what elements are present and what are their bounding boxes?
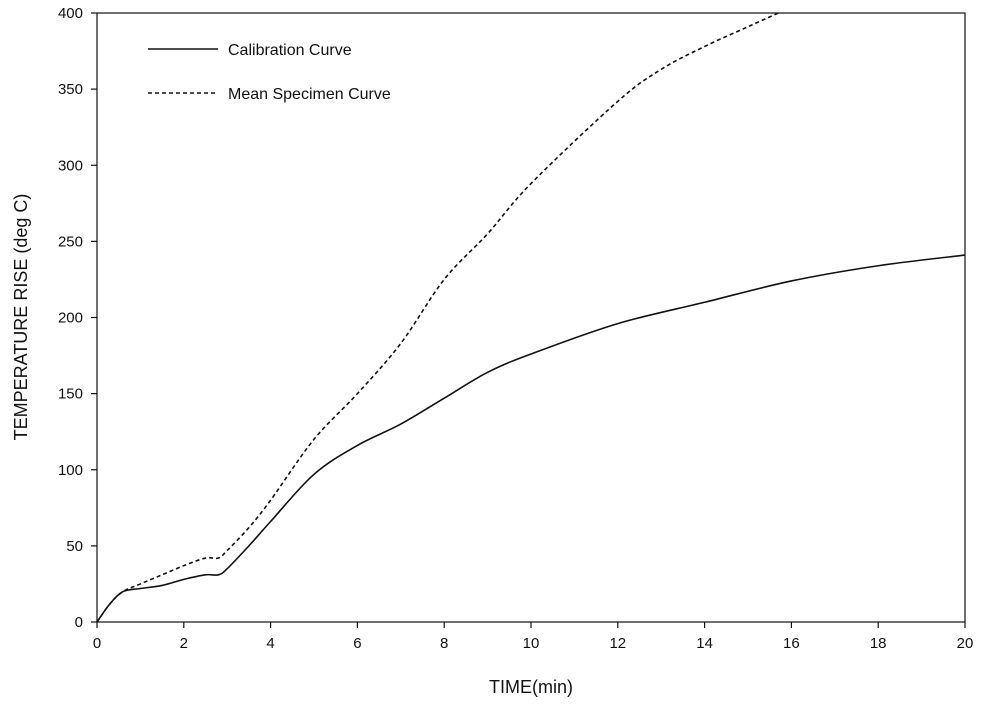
- x-tick-label: 20: [957, 635, 974, 652]
- y-tick-label: 50: [66, 538, 83, 555]
- y-tick-label: 300: [58, 157, 83, 174]
- x-tick-label: 18: [870, 635, 887, 652]
- y-tick-label: 400: [58, 5, 83, 22]
- y-tick-label: 150: [58, 386, 83, 403]
- x-tick-label: 12: [609, 635, 626, 652]
- x-tick-label: 10: [523, 635, 540, 652]
- series-line-mean-specimen-curve: [96, 12, 779, 623]
- y-tick-label: 0: [75, 614, 83, 631]
- y-tick-label: 200: [58, 310, 83, 327]
- x-tick-label: 4: [266, 635, 274, 652]
- y-tick-label: 350: [58, 81, 83, 98]
- x-tick-label: 0: [93, 635, 101, 652]
- legend: Calibration Curve Mean Specimen Curve: [148, 42, 391, 103]
- y-axis-title: TEMPERATURE RISE (deg C): [11, 194, 31, 441]
- x-axis-title: TIME(min): [489, 677, 573, 697]
- x-tick-label: 6: [353, 635, 361, 652]
- y-axis: 0 50 100 150 200 250 300 350 400: [58, 5, 97, 631]
- series-layer: [96, 12, 966, 623]
- x-tick-label: 14: [696, 635, 713, 652]
- x-tick-label: 8: [440, 635, 448, 652]
- y-tick-label: 250: [58, 233, 83, 250]
- x-axis: 0 2 4 6 8 10 12 14 16 18 20: [93, 622, 974, 652]
- x-tick-label: 16: [783, 635, 800, 652]
- legend-label-calibration: Calibration Curve: [228, 42, 352, 59]
- plot-frame: [96, 12, 966, 623]
- legend-label-mean-specimen: Mean Specimen Curve: [228, 86, 391, 103]
- series-line-calibration-curve: [96, 254, 966, 623]
- y-tick-label: 100: [58, 462, 83, 479]
- x-tick-label: 2: [180, 635, 188, 652]
